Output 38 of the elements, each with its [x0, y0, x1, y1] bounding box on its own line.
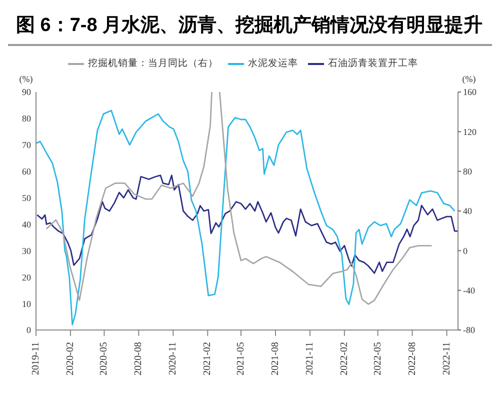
x-tick-label: 2021-02	[202, 342, 214, 376]
x-tick-label: 2020-11	[168, 342, 179, 375]
x-tick-label: 2021-05	[236, 342, 247, 376]
y2-tick-label: -40	[463, 286, 476, 296]
y-tick-label: 0	[26, 325, 32, 336]
x-tick-label: 2022-08	[406, 342, 418, 376]
line-series	[36, 110, 456, 326]
y2-tick-label: 120	[463, 126, 477, 137]
y2-tick-label: 40	[463, 206, 472, 216]
x-tick-label: 2021-08	[270, 342, 281, 376]
y-tick-label: 30	[22, 246, 32, 256]
x-tick-label: 2021-11	[304, 342, 316, 375]
y2-tick-label: 160	[463, 87, 477, 98]
x-tick-label: 2022-05	[372, 342, 384, 376]
y-tick-label: 50	[22, 192, 32, 203]
legend-label: 挖掘机销量：当月同比（右）	[88, 59, 218, 70]
chart-title: 图 6：7-8 月水泥、沥青、挖掘机产销情况没有明显提升	[15, 14, 484, 38]
x-tick-label: 2020-08	[133, 342, 144, 376]
y2-tick-label: 0	[463, 246, 468, 256]
y-tick-label: 90	[22, 87, 32, 98]
y2-tick-label: -80	[463, 325, 476, 336]
line-series	[36, 174, 458, 274]
y-tick-label: 80	[22, 114, 32, 124]
legend-label: 水泥发运率	[248, 59, 298, 70]
y-tick-label: 70	[22, 140, 32, 150]
x-tick-label: 2022-02	[338, 342, 350, 376]
x-tick-label: 2020-05	[98, 342, 110, 376]
x-tick-label: 2019-11	[30, 342, 42, 375]
y-tick-label: 10	[22, 298, 32, 309]
y-tick-label: 20	[22, 272, 32, 282]
y2-axis-title: (%)	[462, 74, 476, 84]
y-tick-label: 40	[22, 219, 32, 230]
y-tick-label: 60	[22, 166, 32, 177]
legend-label: 石油沥青装置开工率	[328, 59, 418, 70]
x-tick-label: 2020-02	[64, 342, 76, 376]
x-tick-label: 2022-11	[441, 342, 452, 375]
y-axis-title: (%)	[19, 74, 33, 84]
y2-tick-label: 80	[463, 166, 472, 177]
